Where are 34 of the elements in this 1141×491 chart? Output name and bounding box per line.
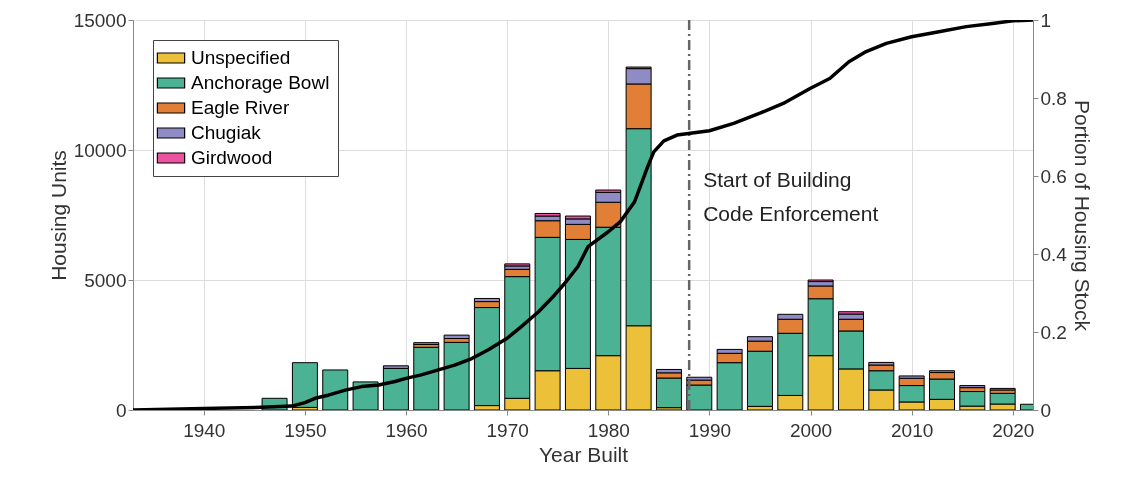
y-tick-label: 5000 xyxy=(84,269,127,291)
x-tick-label: 1970 xyxy=(486,419,529,441)
legend-label: Eagle River xyxy=(191,97,290,118)
legend-label: Unspecified xyxy=(191,47,291,68)
bar xyxy=(686,384,713,410)
bar xyxy=(959,391,986,407)
x-tick-label: 2010 xyxy=(891,419,934,441)
y-tick-label: 0 xyxy=(115,399,127,421)
y2-tick-label: 1 xyxy=(1040,9,1052,31)
y2-axis-title: Portion of Housing Stock xyxy=(1070,99,1094,332)
y2-tick-label: 0 xyxy=(1040,399,1052,421)
y2-tick-label: 0.6 xyxy=(1040,165,1067,187)
x-tick-label: 1940 xyxy=(183,419,226,441)
y-axis-title: Housing Units xyxy=(46,150,70,281)
y2-tick-label: 0.4 xyxy=(1040,243,1068,265)
x-tick-label: 1950 xyxy=(284,419,327,441)
x-tick-label: 1960 xyxy=(385,419,428,441)
bar xyxy=(655,377,682,409)
legend-label: Chugiak xyxy=(191,122,262,143)
bar xyxy=(959,385,986,389)
bar xyxy=(443,334,470,339)
y2-tick-label: 0.8 xyxy=(1040,87,1067,109)
x-axis-title: Year Built xyxy=(538,442,629,466)
x-tick-label: 1990 xyxy=(688,419,732,441)
x-tick-label: 2020 xyxy=(992,419,1035,441)
x-tick-label: 1980 xyxy=(587,419,630,441)
bar xyxy=(534,212,561,217)
ref-line-label: Start of Building Code Enforcement xyxy=(703,168,879,225)
legend-label: Girdwood xyxy=(191,147,273,168)
y-tick-label: 15000 xyxy=(73,9,127,31)
legend-label: Anchorage Bowl xyxy=(191,72,330,93)
y2-tick-label: 0.2 xyxy=(1040,321,1067,343)
x-tick-label: 2000 xyxy=(789,419,833,441)
y-tick-label: 10000 xyxy=(73,139,127,161)
